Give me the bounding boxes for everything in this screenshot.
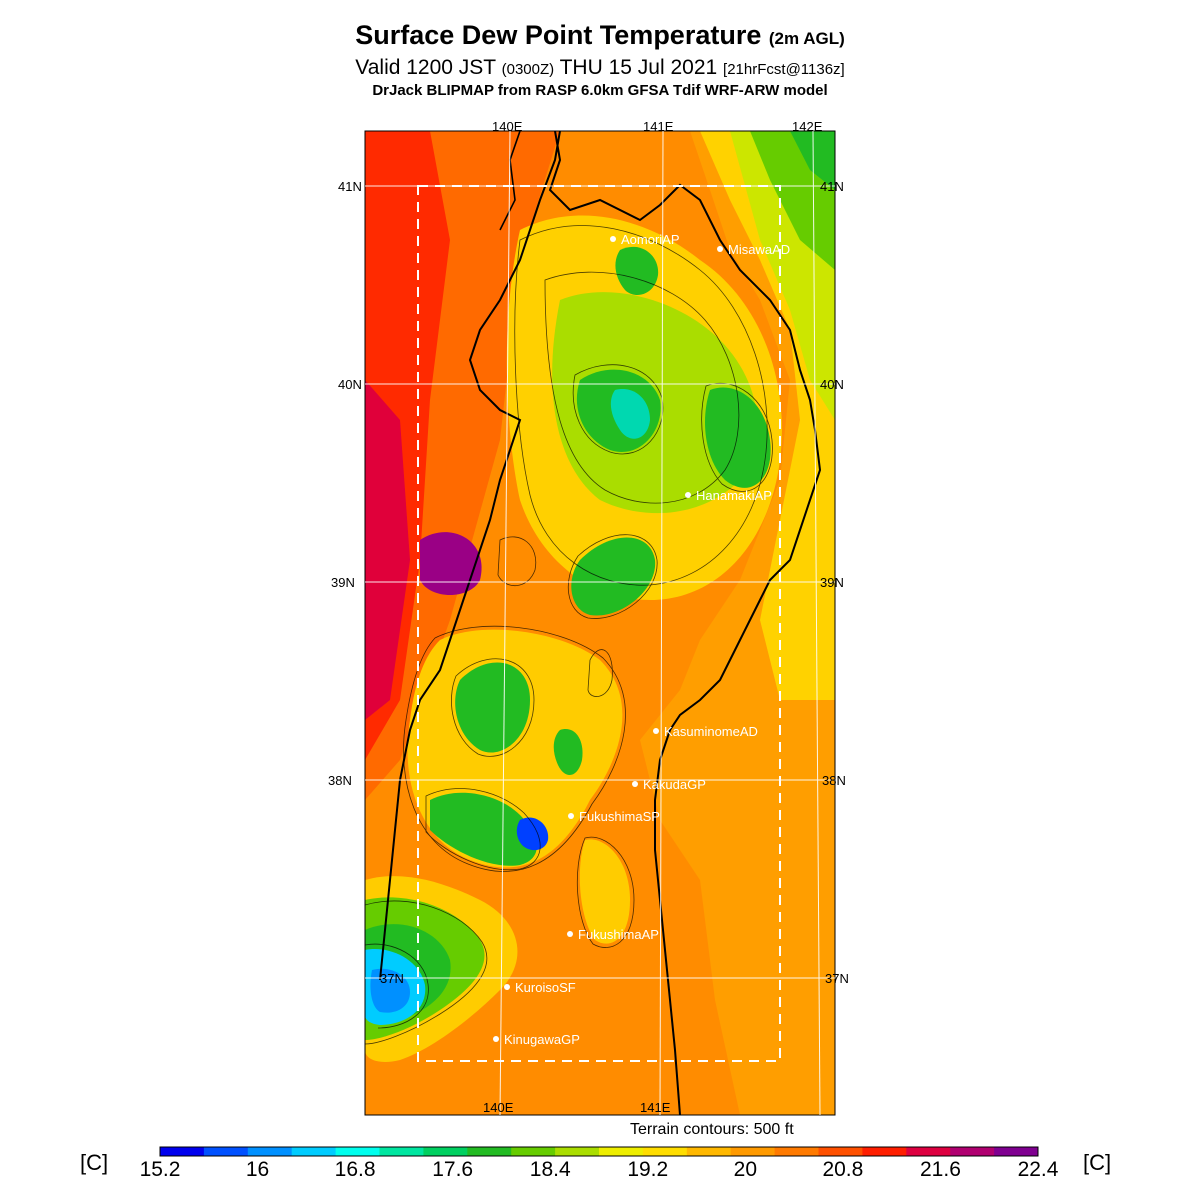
valid-time: Valid 1200 JST (0300Z) THU 15 Jul 2021 [… (0, 56, 1200, 80)
field-green-d (615, 246, 659, 295)
field-green-g (553, 729, 583, 776)
colorbar-tick-label: 20.8 (822, 1158, 864, 1181)
colorbar-tick-label: 20 (733, 1158, 757, 1181)
site-label-misawa: MisawaAD (728, 242, 790, 257)
map-frame (364, 130, 836, 1116)
site-label-kasuminome: KasuminomeAD (664, 724, 758, 739)
colorbar-swatch (730, 1147, 776, 1156)
field-west-crimson (365, 380, 410, 720)
site-label-fukushima-sp: FukushimaSP (579, 809, 660, 824)
colorbar-swatch (994, 1147, 1039, 1156)
title-main: Surface Dew Point Temperature (355, 20, 762, 50)
valid-pre: Valid 1200 JST (355, 56, 496, 79)
colorbar-tick-label: 16.8 (334, 1158, 376, 1181)
colorbar-swatch (686, 1147, 732, 1156)
coastline-north (499, 131, 521, 231)
site-marker-hanamaki (685, 492, 691, 498)
lon-label-top-141: 141E (643, 119, 674, 134)
lat-label-right-40: 40N (820, 377, 844, 392)
colorbar-swatch (247, 1147, 293, 1156)
colorbar-swatch (203, 1147, 249, 1156)
colorbar-swatch (467, 1147, 512, 1156)
site-marker-kuroiso (504, 984, 510, 990)
domain-boundary (417, 185, 781, 1062)
colorbar-swatch (862, 1147, 907, 1156)
colorbar-swatch (335, 1147, 380, 1156)
lon-label-bottom-141: 141E (640, 1100, 671, 1115)
field-green-f (430, 792, 537, 866)
colorbar-swatch (818, 1147, 863, 1156)
site-marker-kinugawa (493, 1036, 499, 1042)
site-label-fukushima-ap: FukushimaAP (578, 927, 659, 942)
site-label-kinugawa: KinugawaGP (504, 1032, 580, 1047)
chart-title: Surface Dew Point Temperature (2m AGL) (0, 20, 1200, 51)
dewpoint-field (365, 131, 835, 1115)
colorbar-tick-label: 16 (245, 1158, 270, 1181)
site-label-kakuda: KakudaGP (643, 777, 706, 792)
lat-label-left-37: 37N (380, 971, 404, 986)
field-green-c (571, 537, 656, 616)
field-green-b (705, 387, 771, 488)
colorbar-tick-label: 18.4 (529, 1158, 571, 1181)
colorbar-swatch (906, 1147, 951, 1156)
colorbar-unit-right: [C] (1083, 1150, 1112, 1175)
forecast-info: [21hrFcst@1136z] (723, 61, 845, 78)
colorbar-swatch (291, 1147, 337, 1156)
colorbar-swatch (642, 1147, 688, 1156)
colorbar-border (159, 1146, 1039, 1157)
lon-label-top-142: 142E (792, 119, 823, 134)
terrain-note: Terrain contours: 500 ft (630, 1121, 794, 1138)
lat-label-left-40: 40N (338, 377, 362, 392)
field-mid-yellow (579, 839, 630, 944)
lat-label-right-41: 41N (820, 179, 844, 194)
site-label-kuroiso: KuroisoSF (515, 980, 576, 995)
site-marker-fukushima-sp (568, 813, 574, 819)
lat-label-left-41: 41N (338, 179, 362, 194)
site-label-hanamaki: HanamakiAP (696, 488, 772, 503)
model-info: DrJack BLIPMAP from RASP 6.0km GFSA Tdif… (372, 82, 828, 99)
lon-label-top-140: 140E (492, 119, 523, 134)
site-marker-misawa (717, 246, 723, 252)
field-cyan-a (610, 389, 650, 439)
graticule (365, 130, 835, 1116)
field-purple-patch (420, 532, 482, 595)
lat-label-right-38: 38N (822, 773, 846, 788)
site-label-aomori: AomoriAP (621, 232, 680, 247)
colorbar-tick-label: 22.4 (1017, 1158, 1059, 1181)
terrain-contours (365, 225, 773, 1045)
colorbar (159, 1146, 1039, 1157)
colorbar-tick-label: 17.6 (432, 1158, 474, 1181)
colorbar-swatch (423, 1147, 468, 1156)
colorbar-swatch (160, 1147, 205, 1156)
lat-label-right-37: 37N (825, 971, 849, 986)
site-marker-aomori (610, 236, 616, 242)
colorbar-swatch (555, 1147, 600, 1156)
colorbar-tick-label: 21.6 (920, 1158, 961, 1181)
coastline-east (548, 131, 822, 1115)
colorbar-swatch (950, 1147, 995, 1156)
field-ne-dark-green (790, 131, 835, 190)
valid-date: THU 15 Jul 2021 (559, 56, 718, 79)
site-marker-fukushima-ap (567, 931, 573, 937)
lon-label-bottom-140: 140E (483, 1100, 514, 1115)
lat-label-left-39: 39N (331, 575, 355, 590)
title-suffix: (2m AGL) (768, 29, 845, 48)
colorbar-unit-left: [C] (80, 1150, 109, 1175)
field-green-e (455, 662, 530, 753)
lat-label-left-38: 38N (328, 773, 352, 788)
colorbar-swatch (511, 1147, 556, 1156)
station-markers: AomoriAP MisawaAD HanamakiAP KasuminomeA… (493, 232, 790, 1047)
colorbar-swatch (774, 1147, 819, 1156)
site-marker-kasuminome (653, 728, 659, 734)
site-marker-kakuda (632, 781, 638, 787)
colorbar-tick-label: 15.2 (139, 1158, 181, 1181)
valid-utc: (0300Z) (501, 61, 555, 78)
lat-label-right-39: 39N (820, 575, 844, 590)
colorbar-tick-label: 19.2 (627, 1158, 669, 1181)
field-east-orange (600, 131, 835, 1115)
colorbar-swatch (599, 1147, 644, 1156)
colorbar-swatch (379, 1147, 424, 1156)
